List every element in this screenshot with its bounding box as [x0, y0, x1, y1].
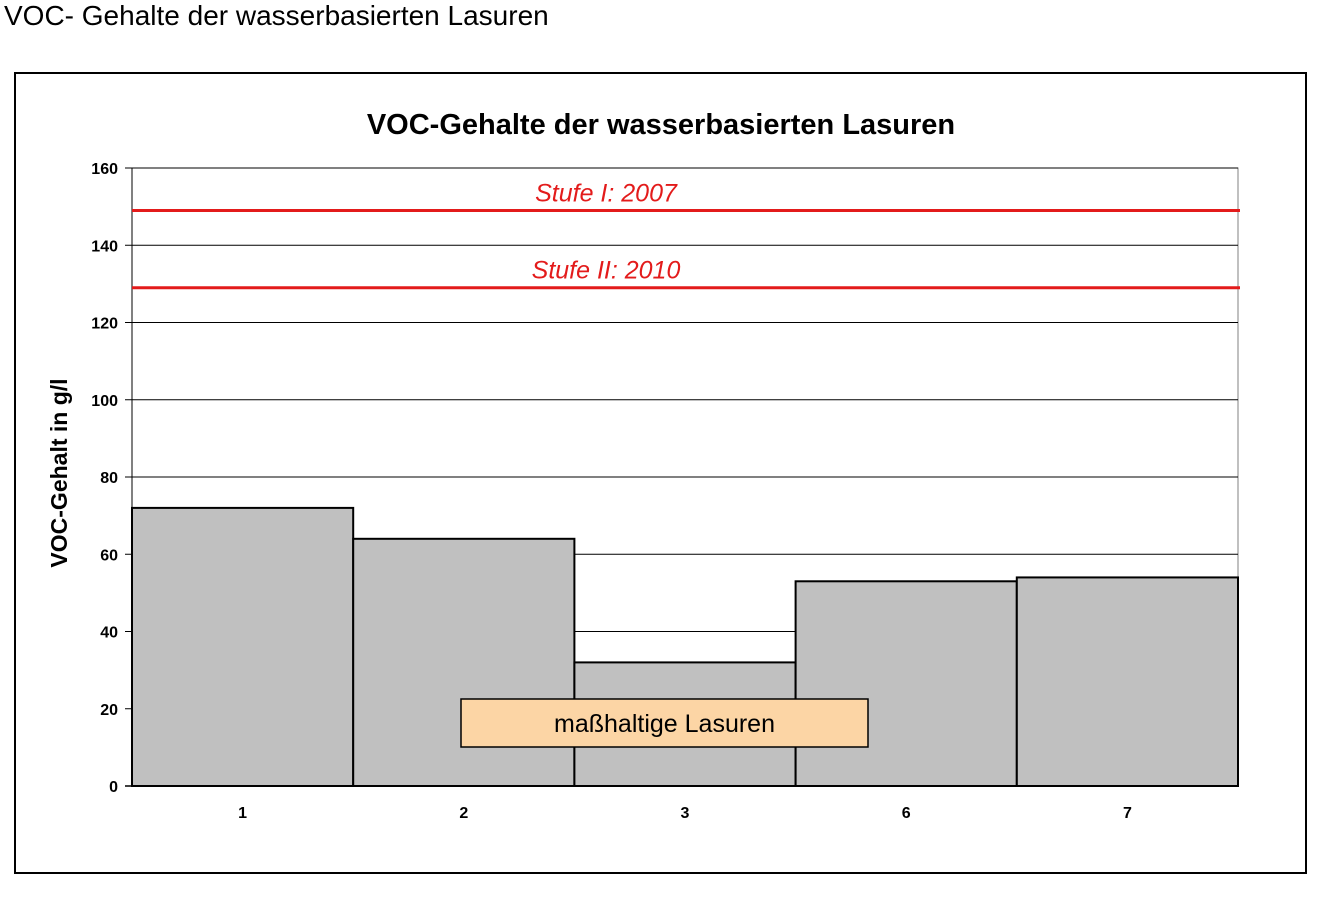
y-tick-label: 100 — [91, 393, 118, 410]
x-tick-label: 7 — [1123, 805, 1132, 822]
bar — [794, 580, 1018, 787]
voc-bar-chart: VOC-Gehalte der wasserbasierten Lasuren … — [46, 109, 1240, 822]
y-tick-label: 0 — [109, 779, 118, 796]
x-tick-label: 1 — [238, 805, 247, 822]
y-tick-label: 160 — [91, 161, 118, 178]
reference-line-label: Stufe I: 2007 — [535, 179, 678, 207]
page-heading: VOC- Gehalte der wasserbasierten Lasuren — [4, 0, 549, 31]
bar — [352, 537, 576, 787]
y-tick-label: 40 — [100, 625, 118, 642]
bar — [1015, 576, 1239, 787]
chart-title: VOC-Gehalte der wasserbasierten Lasuren — [367, 109, 955, 141]
x-tick-label: 6 — [902, 805, 911, 822]
y-tick-label: 80 — [100, 470, 118, 487]
annotation-box — [460, 698, 869, 748]
reference-line-label: Stufe II: 2010 — [532, 257, 681, 285]
bar — [131, 506, 355, 787]
y-tick-label: 20 — [100, 702, 118, 719]
x-tick-label: 2 — [459, 805, 468, 822]
annotation-text: maßhaltige Lasuren — [554, 710, 775, 738]
y-tick-label: 120 — [91, 316, 118, 333]
y-tick-label: 60 — [100, 547, 118, 564]
x-tick-label: 3 — [681, 805, 690, 822]
y-tick-label: 140 — [91, 238, 118, 255]
y-axis-label: VOC-Gehalt in g/l — [46, 378, 72, 567]
chart-frame: VOC-Gehalte der wasserbasierten Lasuren … — [14, 72, 1307, 874]
